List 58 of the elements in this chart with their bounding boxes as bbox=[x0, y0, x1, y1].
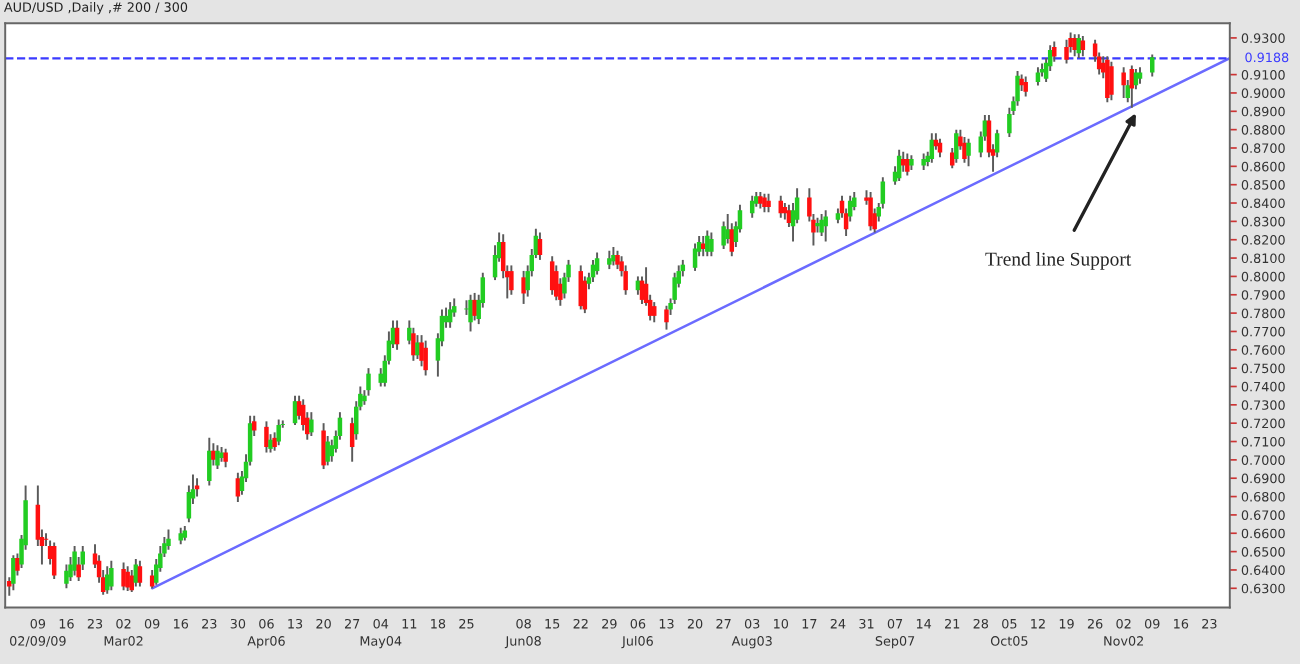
candlestick bbox=[615, 249, 620, 271]
candlestick bbox=[415, 334, 420, 360]
candlestick bbox=[133, 557, 139, 588]
candlestick bbox=[366, 367, 371, 397]
candlestick bbox=[1035, 66, 1041, 87]
candlestick bbox=[823, 209, 828, 243]
candlestick bbox=[1052, 40, 1057, 63]
candlestick bbox=[966, 137, 971, 168]
candlestick bbox=[766, 192, 771, 214]
candlestick bbox=[664, 304, 669, 331]
candlestick bbox=[309, 411, 314, 437]
candlestick bbox=[468, 293, 473, 333]
candlestick bbox=[594, 251, 600, 276]
candlestick bbox=[762, 192, 767, 214]
candlestick bbox=[521, 269, 526, 305]
candlestick bbox=[1109, 60, 1114, 102]
candlestick bbox=[709, 231, 714, 258]
candlestick bbox=[729, 222, 735, 258]
candlestick bbox=[721, 220, 726, 250]
annotation: Trend line Support bbox=[985, 252, 1132, 270]
candlestick bbox=[166, 528, 171, 551]
candlestick bbox=[447, 301, 453, 329]
candlestick bbox=[509, 264, 514, 296]
candlestick bbox=[1015, 69, 1020, 107]
candlestick bbox=[868, 191, 873, 232]
candlestick bbox=[705, 229, 710, 258]
candlestick bbox=[235, 471, 241, 504]
candlestick bbox=[419, 334, 424, 368]
candlestick bbox=[1080, 35, 1086, 58]
candlestick bbox=[1105, 55, 1110, 104]
candlestick bbox=[1023, 75, 1028, 98]
candlestick bbox=[1064, 38, 1069, 65]
candlestick bbox=[325, 435, 330, 467]
candlestick bbox=[937, 137, 943, 159]
candlestick bbox=[329, 438, 335, 463]
candlestick bbox=[264, 420, 269, 454]
candlestick bbox=[549, 255, 555, 296]
candlestick bbox=[954, 128, 959, 164]
candlestick bbox=[121, 561, 126, 592]
candlestick bbox=[554, 264, 559, 302]
candlestick bbox=[819, 213, 824, 238]
candlestick bbox=[1121, 66, 1126, 100]
candlestick bbox=[651, 301, 657, 324]
candlestick bbox=[207, 436, 212, 487]
candlestick bbox=[1072, 33, 1077, 58]
candlestick bbox=[125, 565, 130, 593]
candlestick bbox=[423, 339, 428, 377]
candlestick bbox=[623, 264, 628, 296]
candlestick bbox=[137, 559, 143, 588]
candlestick bbox=[223, 447, 228, 469]
candlestick bbox=[607, 249, 612, 271]
candlestick bbox=[700, 235, 706, 258]
candlestick bbox=[905, 152, 910, 177]
candlestick bbox=[321, 422, 326, 471]
candlestick bbox=[1129, 64, 1135, 109]
candlestick bbox=[276, 418, 281, 447]
candlestick bbox=[962, 136, 967, 164]
candlestick bbox=[411, 326, 416, 362]
